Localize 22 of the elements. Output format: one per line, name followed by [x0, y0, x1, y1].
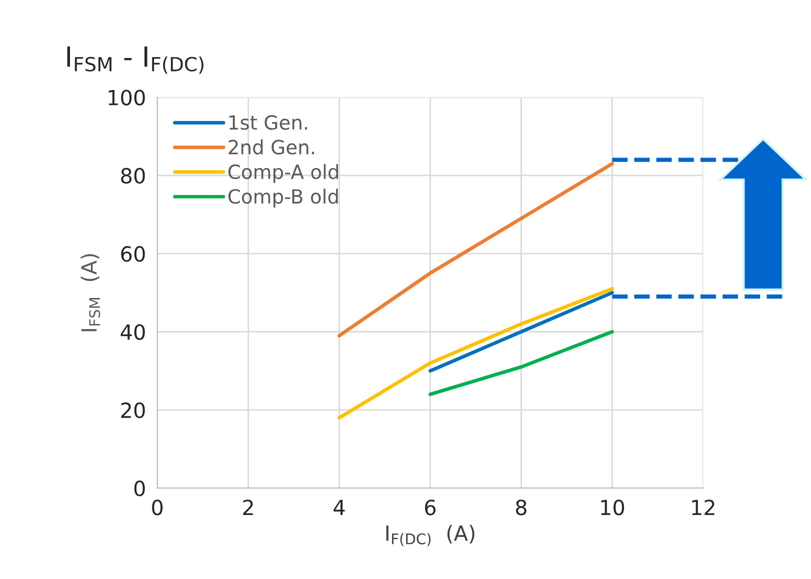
x-tick-label: 6	[425, 500, 436, 516]
line-series	[338, 162, 614, 338]
y-tick-label: 0	[134, 480, 145, 496]
y-tick-label: 20	[121, 402, 145, 418]
legend-label: 1st Gen.	[229, 115, 308, 130]
chart-title: I$_{FSM}$ - I$_{F(DC)}$	[67, 46, 204, 74]
x-tick-label: 8	[516, 500, 526, 516]
x-axis-title: I$_{F(DC)}$ (A)	[386, 524, 474, 546]
y-tick-label: 100	[108, 90, 145, 106]
x-tick-label: 2	[243, 500, 253, 516]
legend-label: Comp-A old	[228, 164, 338, 183]
x-tick-label: 4	[334, 500, 345, 516]
y-tick-label: 40	[120, 324, 145, 340]
y-tick-label: 60	[121, 246, 145, 262]
x-tick-label: 10	[601, 500, 624, 516]
y-tick-label: 80	[121, 168, 145, 184]
legend-label: 2nd Gen.	[228, 139, 314, 154]
x-tick-label: 0	[152, 500, 163, 516]
line-series	[338, 287, 614, 420]
x-tick-label: 12	[692, 500, 714, 516]
legend-label: Comp-B old	[228, 188, 338, 208]
y-axis-title: I$_{FSM}$ (A)	[80, 254, 100, 332]
